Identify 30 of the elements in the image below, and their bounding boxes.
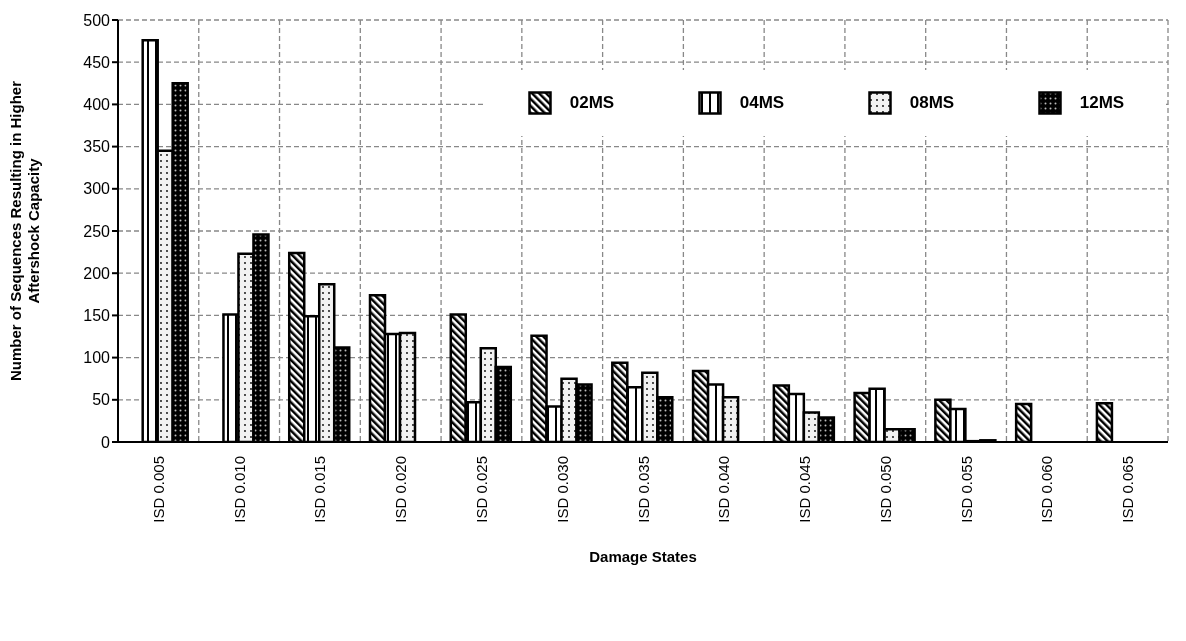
x-tick-label: ISD 0.005 <box>149 456 167 523</box>
y-tick-label: 200 <box>83 264 111 282</box>
x-tick-label: ISD 0.015 <box>311 456 329 523</box>
legend-label: 02MS <box>569 93 615 113</box>
x-tick-label: ISD 0.025 <box>472 456 490 523</box>
x-tick-label: ISD 0.020 <box>392 456 410 523</box>
y-tick-label: 500 <box>83 11 111 29</box>
x-tick-label: ISD 0.040 <box>715 456 733 523</box>
y-tick-label: 150 <box>83 307 111 325</box>
y-tick-label: 100 <box>83 349 111 367</box>
x-tick-label: ISD 0.035 <box>634 456 652 523</box>
y-tick-label: 300 <box>83 180 111 198</box>
x-tick-label: ISD 0.010 <box>230 456 248 523</box>
x-tick-label: ISD 0.045 <box>796 456 814 523</box>
x-tick-label: ISD 0.055 <box>957 456 975 523</box>
legend-label: 12MS <box>1079 93 1125 113</box>
y-tick-label: 50 <box>92 391 111 409</box>
x-tick-label: ISD 0.030 <box>553 456 571 523</box>
x-tick-label: ISD 0.050 <box>876 456 894 523</box>
legend-label: 08MS <box>909 93 955 113</box>
y-axis-title: Number of Sequences Resulting in Higher Aftershock Capacity <box>7 80 42 382</box>
legend-label: 04MS <box>739 93 785 113</box>
x-tick-label: ISD 0.065 <box>1119 456 1137 523</box>
x-tick-label: ISD 0.060 <box>1038 456 1056 523</box>
y-tick-label: 400 <box>83 96 111 114</box>
y-tick-label: 350 <box>83 138 111 156</box>
y-tick-label: 0 <box>101 433 111 451</box>
y-tick-label: 450 <box>83 53 111 71</box>
x-axis-title: Damage States <box>589 548 697 565</box>
y-tick-label: 250 <box>83 222 111 240</box>
